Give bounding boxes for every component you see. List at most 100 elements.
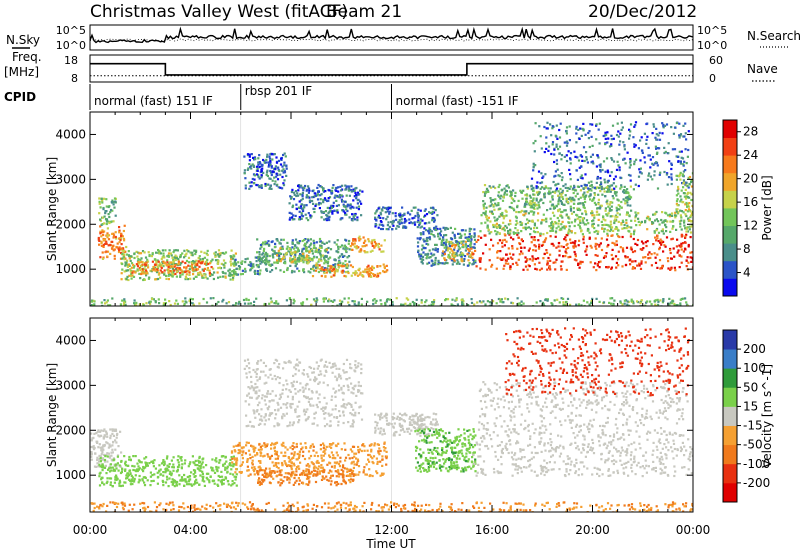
echo-cell — [475, 240, 478, 243]
echo-cell — [530, 236, 533, 239]
echo-cell — [633, 163, 636, 166]
echo-cell — [527, 212, 530, 215]
echo-cell — [687, 261, 690, 264]
echo-cell — [682, 164, 685, 167]
echo-cell — [684, 181, 687, 184]
echo-cell — [604, 207, 607, 210]
echo-cell — [118, 241, 121, 244]
echo-cell — [302, 207, 305, 210]
echo-cell — [648, 219, 651, 222]
echo-cell — [642, 256, 645, 259]
echo-cell — [151, 260, 154, 263]
echo-cell — [535, 301, 538, 304]
echo-cell — [421, 244, 424, 247]
echo-cell — [413, 221, 416, 224]
echo-cell — [298, 254, 301, 257]
echo-cell — [431, 263, 434, 267]
echo-cell — [636, 300, 639, 303]
echo-cell — [541, 218, 544, 222]
echo-cell — [678, 150, 681, 153]
echo-cell — [630, 209, 633, 212]
echo-cell — [579, 202, 582, 205]
echo-cell — [173, 485, 176, 488]
echo-cell — [315, 248, 318, 251]
echo-cell — [673, 148, 677, 151]
echo-cell — [517, 302, 520, 305]
echo-cell — [322, 300, 325, 303]
echo-cell — [581, 202, 585, 205]
echo-cell — [617, 164, 620, 167]
echo-cell — [687, 208, 690, 211]
echo-cell — [259, 162, 262, 165]
echo-cell — [248, 187, 251, 190]
echo-cell — [152, 461, 155, 464]
echo-cell — [662, 125, 665, 128]
echo-cell — [626, 151, 629, 154]
echo-cell — [273, 246, 276, 249]
echo-cell — [479, 260, 482, 263]
echo-cell — [471, 256, 474, 259]
echo-cell — [484, 212, 487, 215]
echo-cell — [580, 184, 583, 188]
echo-cell — [400, 218, 403, 221]
echo-cell — [320, 274, 323, 278]
echo-cell — [229, 278, 232, 281]
echo-cell — [611, 241, 614, 244]
echo-cell — [509, 256, 513, 259]
echo-cell — [358, 250, 361, 253]
echo-cell — [234, 304, 237, 306]
echo-cell — [185, 267, 188, 270]
echo-cell — [157, 264, 160, 267]
echo-cell — [606, 229, 609, 232]
echo-cell — [554, 261, 557, 264]
echo-cell — [574, 255, 577, 258]
echo-cell — [509, 228, 512, 231]
echo-cell — [607, 224, 610, 227]
echo-cell — [285, 164, 288, 167]
echo-cell — [134, 455, 137, 458]
echo-cell — [279, 247, 282, 250]
echo-cell — [259, 262, 262, 265]
echo-cell — [388, 210, 391, 213]
echo-cell — [625, 199, 629, 202]
echo-cell — [291, 269, 294, 273]
echo-cell — [93, 432, 96, 435]
echo-cell — [434, 261, 437, 264]
echo-cell — [497, 185, 500, 189]
echo-cell — [579, 154, 582, 157]
echo-cell — [454, 236, 457, 240]
echo-cell — [443, 251, 446, 254]
echo-cell — [651, 162, 654, 165]
echo-cell — [530, 203, 533, 206]
echo-cell — [545, 220, 548, 223]
echo-cell — [203, 262, 206, 265]
echo-cell — [431, 301, 434, 304]
echo-cell — [687, 130, 690, 133]
echo-cell — [256, 272, 259, 275]
echo-cell — [106, 250, 110, 253]
echo-cell — [169, 252, 172, 255]
echo-cell — [336, 304, 339, 306]
echo-cell — [461, 260, 464, 263]
echo-cell — [300, 214, 303, 217]
echo-cell — [316, 267, 319, 270]
echo-cell — [455, 297, 458, 300]
echo-cell — [205, 464, 208, 467]
echo-cell — [306, 259, 309, 262]
echo-cell — [520, 222, 524, 225]
echo-cell — [290, 261, 293, 264]
echo-cell — [126, 259, 129, 262]
echo-cell — [243, 169, 246, 172]
echo-cell — [352, 238, 355, 241]
echo-cell — [175, 249, 178, 252]
echo-cell — [686, 203, 689, 206]
echo-cell — [114, 439, 117, 442]
echo-cell — [321, 241, 324, 244]
echo-cell — [256, 167, 259, 170]
echo-cell — [436, 214, 439, 217]
echo-cell — [205, 476, 208, 479]
echo-cell — [283, 161, 286, 164]
echo-cell — [291, 216, 294, 219]
echo-cell — [99, 471, 102, 474]
